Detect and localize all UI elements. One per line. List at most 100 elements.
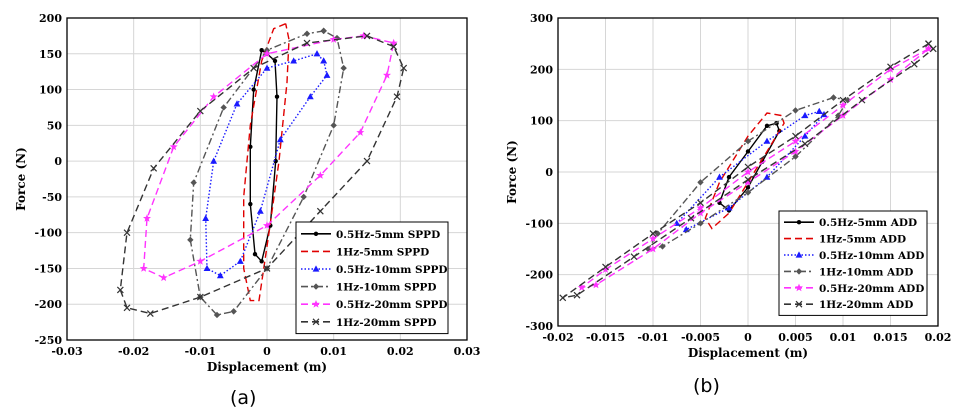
panel-a-y-tick-label: -150: [34, 262, 62, 275]
panel-b-series-4-point: [659, 243, 666, 250]
panel-b-series-1-point: [726, 174, 732, 180]
panel-a-legend-label: 1Hz-10mm SPPD: [336, 282, 437, 294]
panel-b-series-6-point: [839, 96, 847, 104]
panel-a-x-tick-label: -0.01: [185, 345, 216, 358]
panel-a-series-4-point: [330, 122, 337, 129]
panel-b-series-6-point: [602, 263, 609, 271]
panel-a-legend-label: 1Hz-5mm SPPD: [336, 246, 429, 258]
panel-b-series-6-line: [562, 43, 935, 299]
panel-b-series-4-point: [697, 179, 704, 186]
panel-b-legend-marker: [795, 268, 803, 275]
panel-b-series-4-point: [744, 189, 752, 196]
panel-a-series-5-point: [169, 142, 178, 151]
panel-b-series-1-point: [764, 123, 770, 128]
panel-a-series-6-point: [196, 293, 204, 301]
panel-b-series-5-point: [886, 65, 895, 73]
panel-b-series-5-point: [577, 283, 586, 291]
panel-a-y-tick-label: 100: [39, 84, 62, 97]
panel-a-series-4-line: [189, 30, 345, 316]
panel-a-series-4-point: [220, 104, 227, 111]
panel-a-series-6-point: [316, 207, 324, 215]
panel-a-series-1-point: [252, 251, 258, 257]
panel-b-series-6-point: [697, 199, 704, 207]
panel-b-series-6-point: [925, 40, 932, 48]
panel-b-legend-marker: [795, 300, 803, 308]
panel-a-series-6-point: [250, 64, 258, 72]
panel-b-series-6-point: [559, 294, 567, 302]
panel-b-y-tick-label: -100: [525, 217, 553, 230]
panel-a-series-5-point: [356, 128, 365, 136]
panel-a-series-6-point: [123, 304, 131, 312]
panel-b-series-1-point: [745, 185, 751, 190]
panel-b-series-6-point: [801, 140, 809, 148]
panel-b-series-3-point: [763, 173, 771, 180]
panel-b-x-tick-label: -0.02: [542, 331, 573, 344]
panel-a-series-4-point: [213, 311, 221, 319]
panel-a-series-3-point: [263, 64, 271, 71]
panel-b-series-5-point: [839, 101, 847, 109]
panel-b-series-4-point: [744, 138, 752, 145]
chart-panel-a: -0.03 -0.02 -0.01 0 0.01 0.02 0.03 -250 -200 -150…: [14, 12, 480, 374]
panel-b-series-5-point: [592, 280, 600, 289]
panel-a-series-4-point: [340, 64, 347, 72]
panel-a-series-1-point: [259, 48, 264, 53]
panel-b-series-5-point: [924, 44, 933, 53]
panel-a-series-3-point: [306, 93, 314, 100]
panel-b-x-tick-label: -0.005: [681, 331, 720, 344]
panel-a-series-3-point: [216, 272, 224, 279]
panel-a-legend-marker: [312, 283, 320, 290]
chart-panel-b: -0.02 -0.015 -0.01 -0.005 0 0.005 0.01 0.015 0.0…: [505, 12, 951, 360]
panel-a-series-5-point: [263, 221, 271, 229]
panel-a-series-3-point: [233, 100, 241, 107]
panel-b-series-6-point: [792, 132, 799, 140]
panel-a-series-6-point: [390, 43, 398, 51]
panel-b-x-tick-label: 0.02: [925, 331, 952, 344]
panel-a-series-3-point: [290, 57, 298, 64]
panel-b-legend-label: 1Hz-20mm ADD: [819, 299, 913, 311]
panel-b-series-3-point: [725, 204, 733, 211]
panel-a-series-6-point: [116, 286, 124, 294]
panel-a-series-5-point: [263, 49, 271, 58]
panel-a-series-6-point: [150, 164, 158, 172]
panel-b-legend-marker: [795, 283, 803, 292]
panel-a-series-1-point: [251, 87, 256, 92]
panel-a-legend-marker: [312, 265, 320, 272]
panel-b-series-5-point: [744, 178, 752, 186]
panel-a-series-1-point: [259, 259, 264, 264]
panel-a-y-axis-title: Force (N): [14, 147, 28, 211]
panel-a-series-4-point: [300, 193, 307, 201]
panel-a-series-6-point: [363, 157, 371, 165]
panel-a-series-3-point: [210, 157, 218, 164]
panel-a-series-6-point: [263, 265, 271, 272]
panel-a-series-3-line: [204, 53, 328, 277]
panel-b-axes-frame: [557, 17, 939, 327]
panel-b-series-4-point: [792, 153, 799, 160]
panel-a-series-3-point: [313, 50, 321, 57]
panel-a-series-5-point: [159, 273, 168, 282]
panel-a-series-4-point: [320, 27, 327, 35]
panel-a-series-5-point: [389, 38, 398, 47]
panel-b-y-tick-label: 200: [530, 63, 553, 76]
panel-b-series-5-point: [886, 75, 895, 83]
panel-a-x-tick-label: 0.03: [454, 345, 481, 358]
panel-a-legend-label: 0.5Hz-5mm SPPD: [336, 229, 440, 241]
panel-a-series-6-point: [303, 39, 311, 47]
panel-b-series-1-line: [718, 122, 781, 212]
panel-a-series-4-point: [187, 236, 194, 244]
panel-a-x-tick-label: 0.01: [320, 345, 347, 358]
panel-a-series-6-point: [393, 93, 401, 101]
panel-b-legend-label: 1Hz-10mm ADD: [819, 266, 913, 278]
panel-b-series-3-point: [801, 132, 809, 139]
panel-b-series-6-point: [887, 63, 894, 71]
panel-a-axes-frame: [66, 17, 468, 341]
panel-a-series-6-point: [196, 107, 204, 115]
panel-b-legend-marker: [796, 220, 802, 225]
panel-b-x-tick-label: 0.015: [873, 331, 907, 344]
panel-a-y-tick-label: -250: [34, 334, 62, 347]
panel-b-series-5-point: [649, 244, 657, 253]
panel-b-x-axis-title: Displacement (m): [688, 346, 808, 360]
panel-b-y-tick-label: 100: [530, 115, 553, 128]
panel-b-series-5-point: [649, 234, 657, 243]
panel-a-series-4-point: [190, 179, 197, 186]
panel-a-series-1-point: [248, 144, 253, 149]
